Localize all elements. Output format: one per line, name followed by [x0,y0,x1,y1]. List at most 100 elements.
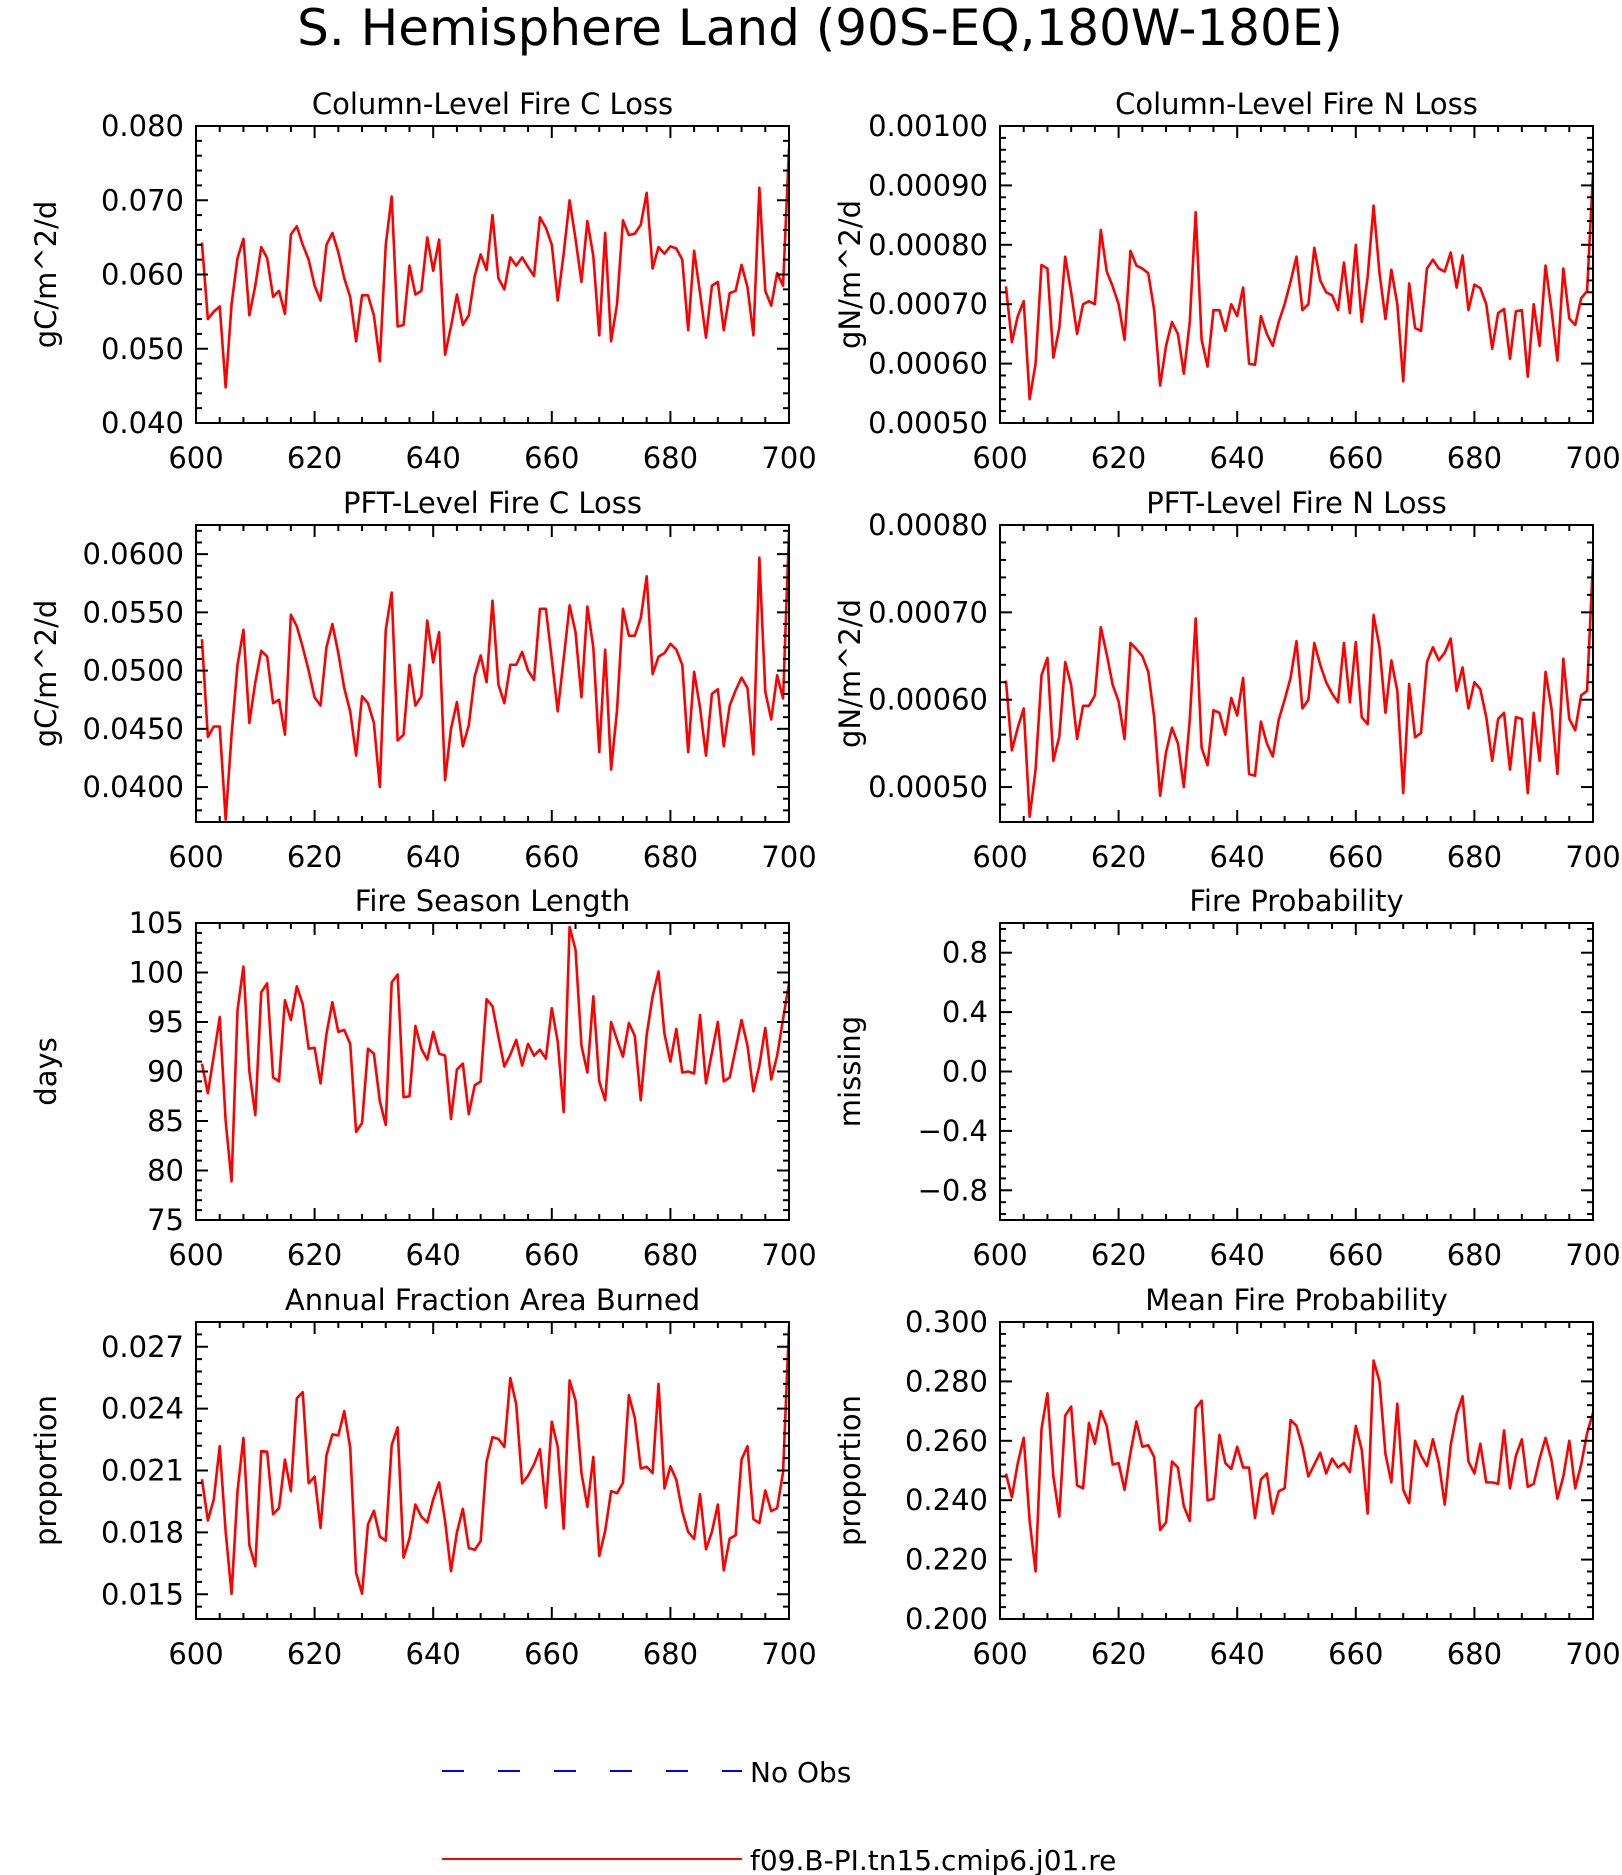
y-tick-label: 0.0550 [83,595,184,629]
y-tick-label: 0.00080 [868,228,988,262]
y-axis-label: proportion [833,1395,867,1546]
x-tick-label: 700 [1565,1238,1620,1272]
x-tick-label: 640 [1210,1637,1265,1671]
plot-frame [999,1321,1594,1620]
y-tick-label: 0.00070 [868,595,988,629]
y-tick-label: 0.00090 [868,168,988,202]
panel-title: Column-Level Fire C Loss [312,87,673,121]
y-tick-label: −0.4 [918,1114,988,1148]
panel-title: PFT-Level Fire C Loss [343,486,642,520]
y-axis-label: gC/m^2/d [29,201,63,349]
panel-title: Annual Fraction Area Burned [285,1283,700,1317]
legend: No Obs f09.B-PI.tn15.cmip6.j01.re [442,1756,1116,1875]
y-axis-label: gC/m^2/d [29,600,63,748]
x-tick-label: 620 [1091,1637,1146,1671]
x-tick-label: 600 [972,840,1027,874]
x-tick-label: 660 [1328,840,1383,874]
x-tick-label: 660 [524,1637,579,1671]
y-tick-label: 0.080 [101,109,184,143]
x-tick-label: 680 [643,441,698,475]
y-axis-label: gN/m^2/d [833,599,867,748]
y-tick-label: 90 [147,1055,184,1089]
panel-annual-fraction-area-burned: Annual Fraction Area Burned proportion 600… [29,1283,817,1671]
x-tick-label: 640 [406,1238,461,1272]
panel-column-level-fire-c-loss: Column-Level Fire C Loss gC/m^2/d 600 620 64… [29,87,817,475]
y-tick-label: 100 [129,956,184,990]
y-tick-label: 0.060 [101,258,184,292]
panel-grid: Column-Level Fire C Loss gC/m^2/d 600 620 64… [29,87,1621,1671]
y-tick-label: 0.0600 [83,537,184,571]
x-tick-label: 640 [1210,441,1265,475]
series-line-0 [1004,559,1593,819]
x-tick-label: 600 [168,441,223,475]
y-tick-label: 0.00050 [868,406,988,440]
x-tick-label: 680 [1447,840,1502,874]
y-tick-label: 0.015 [101,1577,184,1611]
x-tick-label: 680 [1447,1637,1502,1671]
x-tick-label: 700 [761,840,816,874]
y-tick-label: 0.027 [101,1330,184,1364]
y-tick-label: 0.0500 [83,654,184,688]
x-tick-label: 600 [168,1637,223,1671]
y-tick-label: 0.021 [101,1454,184,1488]
x-tick-label: 620 [287,840,342,874]
y-axis-label: gN/m^2/d [833,200,867,349]
y-tick-label: −0.8 [918,1173,988,1207]
x-tick-label: 600 [168,1238,223,1272]
y-tick-label: 0.018 [101,1515,184,1549]
x-tick-label: 640 [1210,840,1265,874]
plot-frame [999,125,1594,424]
x-tick-label: 620 [287,1637,342,1671]
y-tick-label: 0.4 [942,995,988,1029]
y-tick-label: 85 [147,1104,184,1138]
plot-frame [195,524,790,823]
y-tick-label: 80 [147,1154,184,1188]
y-axis-label: proportion [29,1395,63,1546]
x-tick-label: 700 [1565,1637,1620,1671]
plot-frame [999,524,1594,823]
y-tick-label: 0.050 [101,332,184,366]
legend-label-model-run: f09.B-PI.tn15.cmip6.j01.re [750,1844,1116,1875]
x-tick-label: 600 [972,441,1027,475]
legend-label-no-obs: No Obs [750,1756,851,1789]
y-tick-label: 0.0 [942,1055,988,1089]
panel-pft-level-fire-n-loss: PFT-Level Fire N Loss gN/m^2/d 600 620 640 66… [833,486,1621,874]
panel-column-level-fire-n-loss: Column-Level Fire N Loss gN/m^2/d 600 620 64… [833,87,1621,475]
x-tick-label: 600 [972,1637,1027,1671]
x-tick-label: 700 [1565,840,1620,874]
y-tick-label: 0.024 [101,1392,184,1426]
y-tick-label: 75 [147,1203,184,1237]
x-tick-label: 660 [1328,1238,1383,1272]
y-tick-label: 0.280 [905,1364,988,1398]
y-tick-label: 0.00050 [868,770,988,804]
x-tick-label: 680 [643,840,698,874]
x-tick-label: 600 [168,840,223,874]
y-tick-label: 105 [129,906,184,940]
y-tick-label: 0.240 [905,1483,988,1517]
y-tick-label: 0.8 [942,936,988,970]
x-tick-label: 680 [643,1238,698,1272]
series-line-0 [1004,173,1593,401]
y-tick-label: 95 [147,1005,184,1039]
y-axis-label: days [29,1037,63,1105]
y-tick-label: 0.0450 [83,712,184,746]
x-tick-label: 680 [1447,1238,1502,1272]
panel-title: Fire Probability [1189,884,1403,918]
x-tick-label: 660 [524,840,579,874]
series-line-0 [200,925,789,1183]
panel-title: Mean Fire Probability [1145,1283,1448,1317]
series-line-0 [200,1326,789,1596]
y-tick-label: 0.00100 [868,109,988,143]
x-tick-label: 620 [287,1238,342,1272]
panel-pft-level-fire-c-loss: PFT-Level Fire C Loss gC/m^2/d 600 620 640 66… [29,486,817,874]
series-line-0 [200,148,789,389]
y-tick-label: 0.00060 [868,683,988,717]
y-axis-label: missing [833,1016,867,1127]
y-tick-label: 0.00060 [868,347,988,381]
y-tick-label: 0.200 [905,1602,988,1636]
series-line-0 [1004,1359,1593,1573]
y-tick-label: 0.0400 [83,770,184,804]
figure-title: S. Hemisphere Land (90S-EQ,180W-180E) [297,0,1343,57]
panel-fire-probability: Fire Probability missing 600 620 640 660 680 70… [833,884,1621,1272]
x-tick-label: 700 [1565,441,1620,475]
